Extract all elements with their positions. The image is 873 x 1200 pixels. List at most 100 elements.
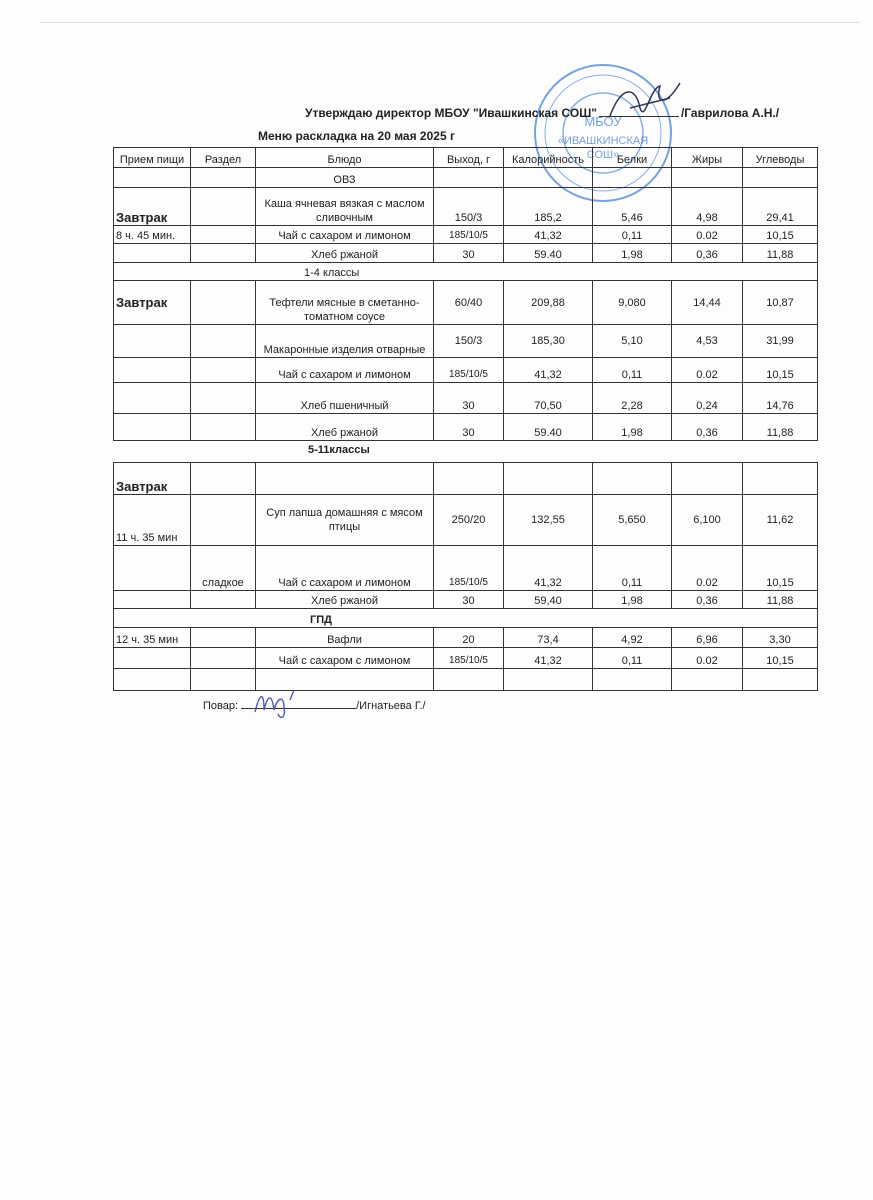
approval-text: Утверждаю директор МБОУ "Ивашкинская СОШ… bbox=[305, 106, 597, 120]
proteins: 2,28 bbox=[592, 382, 672, 414]
yield: 60/40 bbox=[433, 280, 504, 325]
column-header: Углеводы bbox=[742, 147, 818, 168]
calories: 70,50 bbox=[503, 382, 593, 414]
calories: 41,32 bbox=[503, 647, 593, 669]
table-row: Хлеб ржаной 30 59.40 1,98 0,36 11,88 bbox=[113, 413, 818, 441]
table-row: Хлеб ржаной 30 59,40 1,98 0,36 11,88 bbox=[113, 590, 818, 609]
table-row: Завтрак Тефтели мясные в сметанно-томатн… bbox=[113, 280, 818, 325]
yield: 185/10/5 bbox=[433, 225, 504, 244]
menu-table-ovz-1-4: Прием пищи Раздел Блюдо Выход, г Калорий… bbox=[113, 147, 818, 441]
calories: 185,30 bbox=[503, 324, 593, 358]
proteins: 4,92 bbox=[592, 627, 672, 648]
yield: 30 bbox=[433, 382, 504, 414]
section-row-1-4: 1-4 классы bbox=[113, 262, 818, 281]
column-header: Жиры bbox=[671, 147, 743, 168]
dish-name: Чай с сахаром с лимоном bbox=[255, 647, 434, 669]
carbs: 10,15 bbox=[742, 647, 818, 669]
dish-name: Каша ячневая вязкая с маслом сливочным bbox=[255, 187, 434, 226]
meal-time: 12 ч. 35 мин bbox=[113, 627, 191, 648]
table-row: 11 ч. 35 мин Суп лапша домашняя с мясом … bbox=[113, 494, 818, 546]
meal-name: Завтрак bbox=[113, 462, 191, 495]
carbs: 11,62 bbox=[742, 494, 818, 546]
cook-name: /Игнатьева Г./ bbox=[356, 700, 426, 712]
calories: 59.40 bbox=[503, 243, 593, 263]
yield: 30 bbox=[433, 413, 504, 441]
table-row: сладкое Чай с сахаром и лимоном 185/10/5… bbox=[113, 545, 818, 591]
yield: 30 bbox=[433, 590, 504, 609]
calories: 59.40 bbox=[503, 413, 593, 441]
table-row: Хлеб ржаной 30 59.40 1,98 0,36 11,88 bbox=[113, 243, 818, 263]
fats: 0,36 bbox=[671, 243, 743, 263]
table-row: Хлеб пшеничный 30 70,50 2,28 0,24 14,76 bbox=[113, 382, 818, 414]
fats: 14,44 bbox=[671, 280, 743, 325]
proteins: 0,11 bbox=[592, 545, 672, 591]
dish-name: Вафли bbox=[255, 627, 434, 648]
column-header: Выход, г bbox=[433, 147, 504, 168]
fats: 4,98 bbox=[671, 187, 743, 226]
table-row: 8 ч. 45 мин. Чай с сахаром и лимоном 185… bbox=[113, 225, 818, 244]
scan-edge-line bbox=[40, 22, 860, 23]
section-row-ovz: ОВЗ bbox=[113, 167, 818, 188]
carbs: 10,15 bbox=[742, 225, 818, 244]
column-header: Прием пищи bbox=[113, 147, 191, 168]
fats: 0,36 bbox=[671, 590, 743, 609]
cook-label: Повар: bbox=[203, 700, 239, 712]
fats: 0.02 bbox=[671, 545, 743, 591]
table-header-row: Прием пищи Раздел Блюдо Выход, г Калорий… bbox=[113, 147, 818, 168]
yield: 185/10/5 bbox=[433, 357, 504, 383]
calories: 41,32 bbox=[503, 225, 593, 244]
dish-name: Макаронные изделия отварные bbox=[255, 324, 434, 358]
calories: 41,32 bbox=[503, 545, 593, 591]
dish-name: Хлеб ржаной bbox=[255, 243, 434, 263]
yield: 150/3 bbox=[433, 324, 504, 358]
yield: 185/10/5 bbox=[433, 545, 504, 591]
proteins: 5,650 bbox=[592, 494, 672, 546]
meal-time: 8 ч. 45 мин. bbox=[113, 225, 191, 244]
fats: 0,36 bbox=[671, 413, 743, 441]
yield: 150/3 bbox=[433, 187, 504, 226]
table-row: Завтрак Каша ячневая вязкая с маслом сли… bbox=[113, 187, 818, 226]
dish-name: Чай с сахаром и лимоном bbox=[255, 225, 434, 244]
proteins: 5,46 bbox=[592, 187, 672, 226]
meal-name: Завтрак bbox=[113, 280, 191, 325]
section-label: ГПД bbox=[113, 608, 818, 628]
carbs: 11,88 bbox=[742, 413, 818, 441]
yield: 20 bbox=[433, 627, 504, 648]
proteins: 9,080 bbox=[592, 280, 672, 325]
dish-name: Хлеб пшеничный bbox=[255, 382, 434, 414]
section-name: сладкое bbox=[190, 545, 256, 591]
carbs: 3,30 bbox=[742, 627, 818, 648]
section-row-gpd: ГПД bbox=[113, 608, 818, 628]
carbs: 10,87 bbox=[742, 280, 818, 325]
column-header: Блюдо bbox=[255, 147, 434, 168]
dish-name: Чай с сахаром и лимоном bbox=[255, 545, 434, 591]
svg-text:«ИВАШКИНСКАЯ: «ИВАШКИНСКАЯ bbox=[558, 135, 648, 147]
proteins: 1,98 bbox=[592, 413, 672, 441]
dish-name: Хлеб ржаной bbox=[255, 413, 434, 441]
fats: 4,53 bbox=[671, 324, 743, 358]
calories: 209,88 bbox=[503, 280, 593, 325]
cook-signature-line: Повар: /Игнатьева Г./ bbox=[203, 700, 426, 712]
dish-name: Суп лапша домашняя с мясом птицы bbox=[255, 494, 434, 546]
table-row: Макаронные изделия отварные 150/3 185,30… bbox=[113, 324, 818, 358]
table-row: 12 ч. 35 мин Вафли 20 73,4 4,92 6,96 3,3… bbox=[113, 627, 818, 648]
meal-time: 11 ч. 35 мин bbox=[113, 494, 191, 546]
carbs: 10,15 bbox=[742, 545, 818, 591]
section-label: ОВЗ bbox=[255, 167, 434, 188]
proteins: 1,98 bbox=[592, 590, 672, 609]
dish-name: Хлеб ржаной bbox=[255, 590, 434, 609]
calories: 59,40 bbox=[503, 590, 593, 609]
fats: 0.02 bbox=[671, 225, 743, 244]
carbs: 29,41 bbox=[742, 187, 818, 226]
cook-signature bbox=[254, 689, 295, 719]
fats: 0.02 bbox=[671, 357, 743, 383]
approval-line: Утверждаю директор МБОУ "Ивашкинская СОШ… bbox=[305, 106, 779, 120]
dish-name: Чай с сахаром и лимоном bbox=[255, 357, 434, 383]
table-row: Чай с сахаром с лимоном 185/10/5 41,32 0… bbox=[113, 647, 818, 669]
director-name: /Гаврилова А.Н./ bbox=[680, 106, 780, 120]
menu-table-5-11-gpd: Завтрак 11 ч. 35 мин Суп лапша домашняя … bbox=[113, 462, 818, 691]
calories: 73,4 bbox=[503, 627, 593, 648]
section-label-5-11: 5-11классы bbox=[308, 444, 370, 456]
carbs: 11,88 bbox=[742, 590, 818, 609]
